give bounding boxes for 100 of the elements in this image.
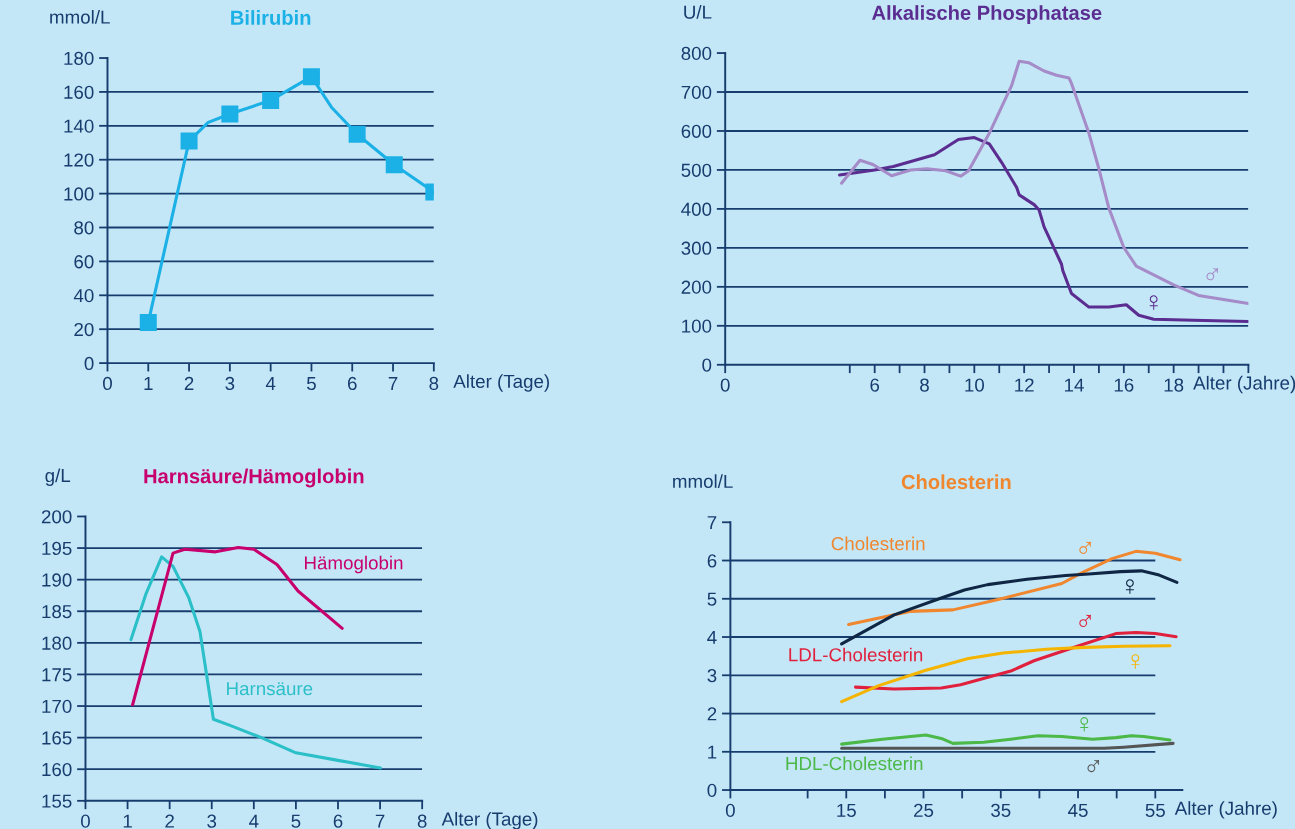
y-tick-label: 100 <box>64 187 94 201</box>
y-tick-label: 2 <box>707 707 717 721</box>
point <box>302 68 320 86</box>
y-tick-label: 175 <box>42 668 72 682</box>
x-tick-label: 6 <box>870 378 880 392</box>
x-axis-title: Alter (Jahre) <box>1174 801 1277 819</box>
y-tick-label: 190 <box>42 573 72 587</box>
chart-title: Cholesterin <box>901 474 1011 490</box>
y-tick-label: 165 <box>42 731 72 745</box>
chart-title: Bilirubin <box>231 10 311 25</box>
x-tick-label: 12 <box>1015 378 1034 392</box>
annotation: HDL-Cholesterin <box>786 756 923 771</box>
x-tick-label: 6 <box>333 814 343 828</box>
y-tick-label: 185 <box>42 604 72 619</box>
annotation: Cholesterin <box>831 536 925 551</box>
series-label: ♂ <box>1079 541 1092 554</box>
x-tick-label: 16 <box>1114 378 1134 392</box>
line-series <box>838 136 1249 324</box>
y-tick-label: 60 <box>74 255 94 269</box>
x-tick-label: 10 <box>965 378 985 392</box>
x-tick-label: 3 <box>207 814 217 828</box>
line-series <box>840 569 1179 646</box>
x-tick-label: 18 <box>1164 378 1184 392</box>
y-tick-label: 195 <box>42 541 72 556</box>
y-tick-label: 100 <box>682 319 712 333</box>
x-tick-label: 0 <box>720 378 730 392</box>
x-tick-label: 4 <box>265 376 276 390</box>
x-tick-label: 0 <box>725 803 735 817</box>
y-tick-label: 120 <box>64 153 94 167</box>
y-tick-label: 170 <box>42 699 72 714</box>
x-tick-label: 14 <box>1064 378 1084 392</box>
x-tick-label: 8 <box>417 814 427 828</box>
y-axis-title: U/L <box>684 5 712 19</box>
y-tick-label: 800 <box>681 46 712 61</box>
point <box>262 91 280 109</box>
series-label: ♂ <box>1087 759 1100 773</box>
x-tick-label: 8 <box>920 378 929 392</box>
y-tick-label: 7 <box>707 516 717 530</box>
y-tick-label: 400 <box>681 202 712 216</box>
x-tick-label: 15 <box>837 803 856 817</box>
y-tick-label: 180 <box>42 636 72 650</box>
point <box>348 125 366 143</box>
y-tick-label: 4 <box>707 630 717 644</box>
y-tick-label: 80 <box>74 221 94 235</box>
y-tick-label: 0 <box>707 783 717 798</box>
chart-title: Harnsäure/Hämoglobin <box>144 468 364 488</box>
y-axis-title: mmol/L <box>673 474 733 489</box>
x-tick-label: 8 <box>429 376 439 391</box>
x-tick-label: 2 <box>165 814 174 828</box>
y-tick-label: 700 <box>681 85 712 99</box>
x-tick-label: 1 <box>144 376 153 390</box>
y-tick-label: 5 <box>707 592 717 606</box>
x-tick-label: 4 <box>249 814 259 828</box>
x-tick-label: 2 <box>184 376 194 390</box>
y-tick-label: 3 <box>707 668 717 683</box>
series-label: ♂ <box>1079 614 1092 628</box>
x-tick-label: 25 <box>914 803 934 817</box>
y-tick-label: 40 <box>73 289 94 303</box>
x-tick-label: 5 <box>306 376 316 391</box>
y-axis-title: g/L <box>45 468 71 486</box>
annotation: LDL-Cholesterin <box>789 647 923 662</box>
series-label: ♀ <box>1149 295 1158 310</box>
series-label: ♀ <box>1131 654 1140 669</box>
y-tick-label: 140 <box>64 119 94 133</box>
y-tick-label: 155 <box>42 794 72 808</box>
x-tick-label: 35 <box>991 803 1011 817</box>
y-tick-label: 200 <box>41 510 72 524</box>
y-tick-label: 0 <box>702 358 712 372</box>
y-tick-label: 0 <box>84 356 94 371</box>
series-label: Harnsäure <box>227 682 313 696</box>
x-tick-label: 0 <box>103 376 112 391</box>
y-axis-title: mmol/L <box>50 10 110 24</box>
series-label: ♀ <box>1080 717 1089 732</box>
x-tick-label: 7 <box>388 376 398 390</box>
y-tick-label: 20 <box>74 322 94 337</box>
x-axis-title: Alter (Tage) <box>441 811 538 829</box>
point <box>221 105 239 123</box>
y-tick-label: 500 <box>681 163 712 177</box>
y-tick-label: 300 <box>681 241 712 255</box>
y-tick-label: 180 <box>64 51 94 66</box>
x-axis-title: Alter (Jahre) <box>1193 375 1295 394</box>
point <box>385 156 403 174</box>
y-tick-label: 160 <box>64 85 94 99</box>
y-tick-label: 600 <box>681 124 712 138</box>
chart-title: Alkalische Phosphatase <box>872 5 1102 24</box>
series-label: Hämoglobin <box>305 555 403 574</box>
point <box>180 132 198 150</box>
x-tick-label: 3 <box>225 376 235 391</box>
x-tick-label: 7 <box>375 814 385 828</box>
y-tick-label: 200 <box>681 280 712 294</box>
series-label: ♀ <box>1125 579 1134 594</box>
y-tick-label: 6 <box>707 554 717 568</box>
x-tick-label: 6 <box>347 376 357 391</box>
x-tick-label: 5 <box>291 814 301 828</box>
y-tick-label: 1 <box>708 745 717 759</box>
point <box>139 313 157 331</box>
x-tick-label: 45 <box>1068 803 1088 817</box>
x-axis-title: Alter (Tage) <box>453 374 550 392</box>
x-tick-label: 55 <box>1145 803 1165 817</box>
x-tick-label: 1 <box>123 814 132 828</box>
